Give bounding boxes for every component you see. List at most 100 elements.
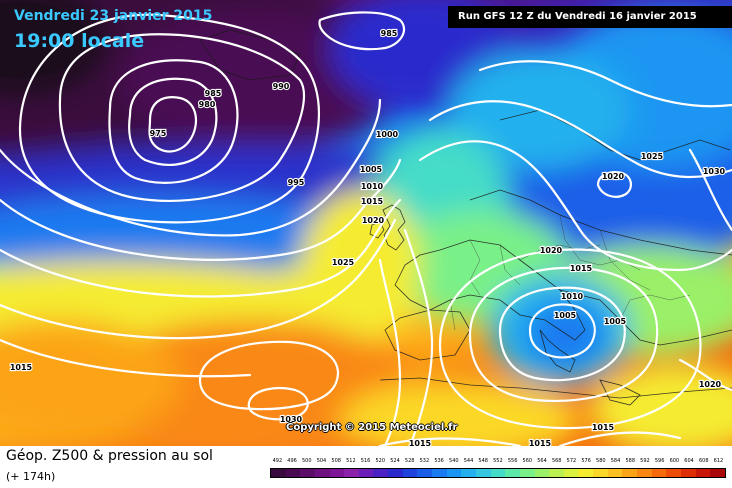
isobar-label: 1030 — [280, 415, 303, 424]
scale-swatch — [461, 469, 476, 477]
scale-value-label: 568 — [551, 458, 562, 464]
scale-value-label: 524 — [390, 458, 400, 464]
isobar-label: 1005 — [604, 317, 627, 326]
scale-value-label: 496 — [287, 458, 297, 464]
isobar-1015-w — [0, 218, 397, 340]
scale-swatch — [432, 469, 447, 477]
scale-value-label: 544 — [463, 458, 474, 464]
legend-title: Géop. Z500 & pression au sol — [6, 448, 213, 464]
isobar-1015-cut — [468, 266, 659, 402]
scale-swatch — [329, 469, 345, 477]
isobar-label: 1020 — [699, 380, 722, 389]
scale-value-label: 520 — [375, 458, 386, 464]
scale-swatch — [505, 469, 520, 477]
scale-swatch — [695, 469, 711, 477]
model-run-banner: Run GFS 12 Z du Vendredi 16 janvier 2015 — [448, 6, 732, 28]
isobar-label: 1010 — [361, 182, 384, 191]
scale-value-label: 592 — [640, 458, 650, 464]
isobar-1025-high — [198, 340, 340, 411]
isobar-995 — [18, 13, 320, 224]
scale-value-label: 584 — [610, 458, 621, 464]
isobar-1030-ne — [478, 60, 732, 108]
isobar-1005 — [0, 158, 402, 261]
isobar-1020-w — [0, 338, 252, 378]
z500-color-field — [0, 0, 732, 446]
isobar-1005-cut — [528, 303, 596, 359]
isobar-1020-cut — [438, 248, 702, 430]
isobar-label: 985 — [381, 29, 398, 38]
isobar-label: 1015 — [570, 264, 593, 273]
isobar-1010-cut — [498, 286, 626, 382]
scale-value-label: 552 — [493, 458, 503, 464]
isobar-1020-cell — [596, 171, 632, 198]
isobar-1020-se — [678, 358, 732, 392]
isobar-label: 1015 — [592, 423, 615, 432]
isobar-label: 1015 — [10, 363, 33, 372]
scale-value-label: 508 — [331, 458, 341, 464]
scale-value-label: 596 — [654, 458, 665, 464]
scale-value-label: 564 — [537, 458, 547, 464]
scale-swatch — [593, 469, 608, 477]
scale-swatch — [563, 469, 579, 477]
scale-swatch — [358, 469, 374, 477]
isobar-990 — [58, 33, 305, 203]
scale-value-label: 536 — [434, 458, 444, 464]
scale-swatch — [373, 469, 389, 477]
forecast-time-title: 19:00 locale — [14, 30, 145, 52]
isobar-label: 1025 — [332, 258, 355, 267]
scale-swatch — [666, 469, 681, 477]
scale-swatch — [519, 469, 535, 477]
legend-forecast-hour: (+ 174h) — [6, 470, 56, 483]
scale-swatch — [271, 469, 286, 477]
scale-swatch — [300, 469, 315, 477]
scale-swatch — [388, 469, 403, 477]
scale-value-label: 516 — [360, 458, 371, 464]
isobar-1015-se — [558, 431, 682, 446]
scale-swatch — [607, 469, 623, 477]
scale-value-label: 504 — [316, 458, 327, 464]
scale-value-label: 540 — [449, 458, 459, 464]
isobar-label: 980 — [199, 100, 216, 109]
scale-swatch — [417, 469, 433, 477]
isobar-label: 1020 — [362, 216, 385, 225]
forecast-date-title: Vendredi 23 janvier 2015 — [14, 8, 213, 24]
isobar-label: 1015 — [529, 439, 552, 446]
scale-value-label: 532 — [419, 458, 430, 464]
scale-value-label: 576 — [581, 458, 591, 464]
scale-swatch — [549, 469, 564, 477]
isobar-label: 1020 — [602, 172, 625, 181]
color-scale-labels: 492 496 500 504 508 512 516 520 524 528 532 536 540 5… — [270, 457, 726, 465]
isobar-label: 1020 — [540, 246, 563, 255]
scale-value-label: 600 — [669, 458, 680, 464]
isobar-label: 1005 — [554, 311, 577, 320]
map-canvas: 985 990 985 980 975 1000 995 1005 1010 1… — [0, 0, 732, 446]
isobar-1000 — [0, 98, 382, 237]
scale-value-label: 512 — [346, 458, 356, 464]
isobar-980 — [128, 77, 218, 166]
scale-value-label: 528 — [404, 458, 415, 464]
scale-value-label: 500 — [301, 458, 312, 464]
scale-swatch — [314, 469, 330, 477]
scale-swatch — [637, 469, 652, 477]
isobar-label: 1030 — [703, 167, 726, 176]
scale-swatch — [651, 469, 667, 477]
scale-swatch — [710, 469, 725, 477]
isobar-1015-s — [378, 437, 522, 446]
scale-swatch — [446, 469, 462, 477]
scale-value-label: 580 — [596, 458, 606, 464]
legend-bar: Géop. Z500 & pression au sol (+ 174h) 49… — [0, 446, 732, 488]
isobar-1025-ridge — [378, 258, 402, 446]
isobar-label: 1015 — [361, 197, 384, 206]
isobar-label: 1025 — [641, 152, 664, 161]
scale-swatch — [475, 469, 491, 477]
scale-swatch — [534, 469, 550, 477]
isobar-985-n — [318, 11, 406, 51]
color-scale — [270, 468, 726, 478]
scale-swatch — [622, 469, 638, 477]
scale-value-label: 588 — [625, 458, 635, 464]
isobar-label: 1005 — [360, 165, 383, 174]
scale-swatch — [344, 469, 359, 477]
isobar-label: 985 — [205, 89, 222, 98]
isobar-1010 — [0, 198, 402, 298]
scale-swatch — [490, 469, 506, 477]
